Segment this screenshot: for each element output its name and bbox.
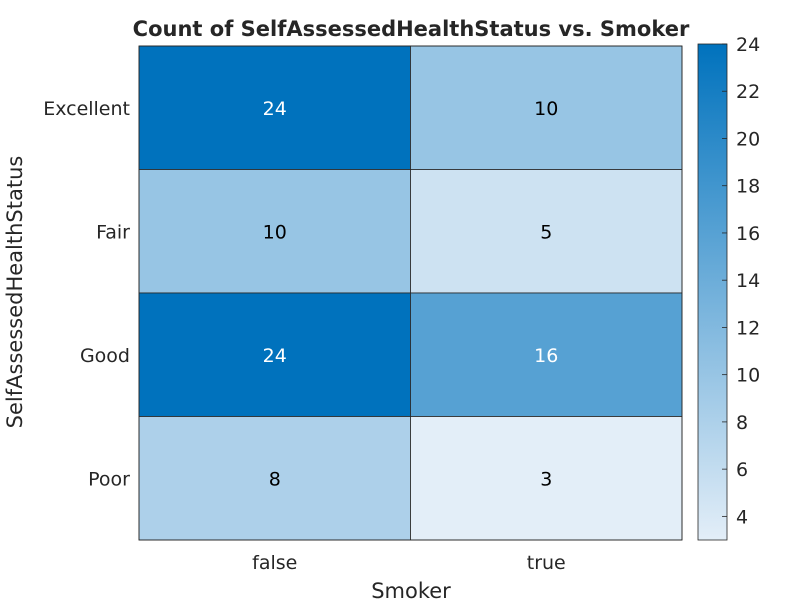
cell-value-labels: 24 10 10 5 24 16 8 3 [263,98,559,491]
colorbar-tick-label: 16 [736,223,760,245]
cell-value-label: 24 [263,98,287,120]
colorbar-tick-label: 4 [736,506,748,528]
colorbar: 4 6 8 10 12 14 16 18 20 22 24 [697,34,760,541]
cell-value-label: 5 [540,221,552,243]
colorbar-tick-label: 14 [736,270,760,292]
heatmap-cells [138,45,683,541]
x-tick-label: false [252,552,297,574]
colorbar-tick-label: 22 [736,81,760,103]
y-axis-label: SelfAssessedHealthStatus [3,156,27,429]
colorbar-tick-label: 12 [736,317,760,339]
cell-value-label: 16 [534,345,558,367]
heatmap-cell-excellent-true [410,45,683,170]
heatmap-cell-excellent-false [138,45,411,170]
colorbar-tick-label: 24 [736,34,760,56]
plot-frame [138,45,683,541]
y-tick-labels: Excellent Fair Good Poor [43,98,130,491]
colorbar-tick-label: 10 [736,365,760,387]
colorbar-tick-label: 18 [736,176,760,198]
cell-value-label: 24 [263,345,287,367]
y-tick-label: Good [80,345,130,367]
cell-value-label: 3 [540,468,552,490]
heatmap-cell-poor-false [138,416,411,541]
colorbar-tick-label: 20 [736,128,760,150]
x-tick-labels: false true [252,552,566,574]
x-axis-label: Smoker [371,579,451,603]
cell-value-label: 8 [269,468,281,490]
heatmap-cell-good-false [138,292,411,417]
heatmap-cell-fair-true [410,169,683,294]
colorbar-tick-label: 6 [736,459,748,481]
colorbar-gradient [697,43,728,541]
cell-value-label: 10 [534,98,558,120]
heatmap-cell-poor-true [410,416,683,541]
chart-title: Count of SelfAssessedHealthStatus vs. Sm… [133,17,690,41]
y-tick-label: Fair [96,221,130,243]
y-tick-label: Excellent [43,98,130,120]
cell-value-label: 10 [263,221,287,243]
heatmap-cell-fair-false [138,169,411,294]
x-tick-label: true [527,552,566,574]
heatmap-cell-good-true [410,292,683,417]
y-tick-label: Poor [88,468,130,490]
colorbar-tick-label: 8 [736,412,748,434]
